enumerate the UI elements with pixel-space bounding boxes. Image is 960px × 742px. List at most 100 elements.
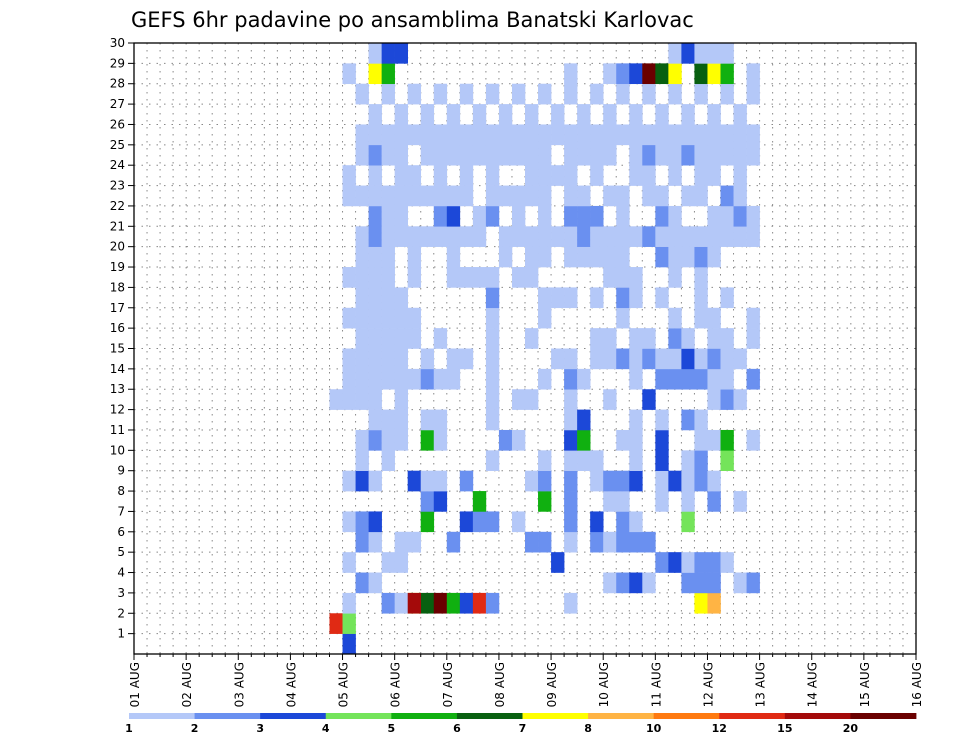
y-tick-label: 6 <box>117 525 125 539</box>
heatmap-cell <box>485 450 500 471</box>
heatmap-cell <box>551 104 565 125</box>
heatmap-cell <box>355 429 369 451</box>
heatmap-cell <box>603 531 617 553</box>
heatmap-cell <box>459 185 474 207</box>
heatmap-cell <box>446 348 461 370</box>
heatmap-cell <box>342 552 356 573</box>
heatmap-cell <box>603 104 617 125</box>
heatmap-cell <box>577 104 591 125</box>
heatmap-cell <box>720 185 734 207</box>
heatmap-cell <box>394 389 408 410</box>
heatmap-cell <box>472 124 487 146</box>
heatmap-cell <box>564 368 578 390</box>
heatmap-cell <box>511 185 526 207</box>
heatmap-cell <box>342 389 356 410</box>
heatmap-cell <box>381 552 395 573</box>
heatmap-cell <box>681 185 695 207</box>
heatmap-cell <box>746 368 760 390</box>
heatmap-cell <box>485 267 500 288</box>
heatmap-cell <box>485 144 500 166</box>
heatmap-cell <box>746 205 760 227</box>
heatmap-cell <box>394 409 408 431</box>
heatmap-cell <box>564 205 578 227</box>
heatmap-cell <box>381 287 395 309</box>
heatmap-cell <box>603 144 617 166</box>
heatmap-cell <box>485 328 500 349</box>
heatmap-cell <box>538 185 552 207</box>
heatmap-cell <box>681 144 695 166</box>
heatmap-cell <box>525 531 539 553</box>
heatmap-cell <box>642 572 656 594</box>
x-axis-ticks: 01 AUG 02 AUG 03 AUG 04 AUG 05 AUG 06 AUG 07 A… <box>128 654 924 707</box>
y-tick-label: 5 <box>117 545 125 559</box>
heatmap-cell <box>590 450 604 471</box>
chart-title: GEFS 6hr padavine po ansamblima Banatski… <box>131 8 694 32</box>
heatmap-cell <box>642 63 656 85</box>
heatmap-cell <box>655 287 669 309</box>
heatmap-cell <box>694 63 708 85</box>
heatmap-cell <box>446 144 461 166</box>
heatmap-cell <box>577 124 591 146</box>
heatmap-cell <box>368 165 382 186</box>
heatmap-cell <box>525 328 539 349</box>
heatmap-cell <box>394 307 408 329</box>
heatmap-cell <box>707 144 721 166</box>
heatmap-cell <box>368 328 382 349</box>
heatmap-cell <box>551 552 565 573</box>
heatmap-cell <box>551 226 565 247</box>
heatmap-cell <box>381 328 395 349</box>
x-tick-label: 08 AUG <box>493 662 507 707</box>
heatmap-cell <box>616 124 630 146</box>
heatmap-cell <box>394 368 408 390</box>
heatmap-cell <box>459 511 474 533</box>
heatmap-cell <box>459 165 474 186</box>
legend-label: 3 <box>256 722 264 735</box>
heatmap-cell <box>629 572 643 594</box>
y-tick-label: 24 <box>110 158 125 172</box>
heatmap-cell <box>707 470 721 492</box>
heatmap-cell <box>368 511 382 533</box>
heatmap-cell <box>433 124 448 146</box>
heatmap-cell <box>329 613 343 634</box>
heatmap-cell <box>668 348 682 370</box>
heatmap-cell <box>681 552 695 573</box>
heatmap-cell <box>616 205 630 227</box>
heatmap-cell <box>342 267 356 288</box>
heatmap-cell <box>342 470 356 492</box>
heatmap-cell <box>642 165 656 186</box>
heatmap-cell <box>498 226 513 247</box>
x-tick-label: 16 AUG <box>910 662 924 707</box>
heatmap-cell <box>420 104 435 125</box>
heatmap-cell <box>538 165 552 186</box>
heatmap-cell <box>355 348 369 370</box>
heatmap-cell <box>511 429 526 451</box>
heatmap-cell <box>446 592 461 614</box>
heatmap-cell <box>485 511 500 533</box>
heatmap-cell <box>655 144 669 166</box>
heatmap-cell <box>485 409 500 431</box>
heatmap-cell <box>577 205 591 227</box>
y-tick-label: 26 <box>110 117 125 131</box>
heatmap-cell <box>668 328 682 349</box>
heatmap-cell <box>720 226 734 247</box>
heatmap-cell <box>694 83 708 105</box>
legend-swatch <box>522 713 589 719</box>
heatmap-cell <box>511 226 526 247</box>
heatmap-cell <box>459 83 474 105</box>
heatmap-cell <box>720 83 734 105</box>
heatmap-cell <box>394 144 408 166</box>
heatmap-cell <box>420 491 435 512</box>
heatmap-cell <box>681 246 695 268</box>
y-tick-label: 1 <box>117 627 125 641</box>
heatmap-cell <box>394 185 408 207</box>
heatmap-cell <box>407 328 422 349</box>
y-tick-label: 30 <box>110 36 125 50</box>
heatmap-cell <box>420 592 435 614</box>
heatmap-cell <box>446 205 461 227</box>
heatmap-cell <box>668 368 682 390</box>
heatmap-cell <box>511 205 526 227</box>
y-axis-ticks: 1234567891011121314151617181920212223242… <box>110 36 134 641</box>
heatmap-cell <box>420 185 435 207</box>
heatmap-cell <box>342 165 356 186</box>
